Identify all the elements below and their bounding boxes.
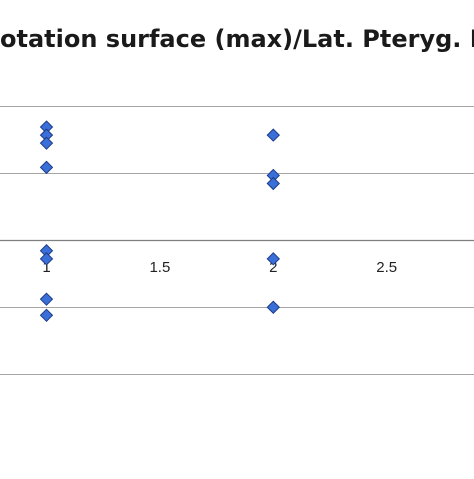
x-tick-label-0: 1 [42, 259, 50, 276]
data-point-0-12 [266, 300, 280, 314]
x-tick-label-3: 2.5 [376, 259, 397, 276]
data-point-0-8 [39, 252, 54, 266]
x-tick-label-2: 2 [269, 259, 277, 276]
gridlines [0, 106, 474, 375]
x-tick-label-1: 1.5 [149, 259, 170, 276]
data-point-0-11 [266, 252, 280, 266]
data-point-0-3 [39, 160, 54, 175]
x-tick-labels: 1 1.5 2 2.5 [42, 259, 397, 276]
data-point-0-9 [39, 292, 54, 306]
chart-title: otation surface (max)/Lat. Pteryg. L [0, 25, 474, 53]
data-point-0-2 [39, 136, 54, 150]
data-point-0-4 [266, 128, 280, 142]
data-point-0-10 [39, 308, 54, 323]
data-points [39, 120, 280, 323]
data-point-0-6 [266, 176, 280, 191]
